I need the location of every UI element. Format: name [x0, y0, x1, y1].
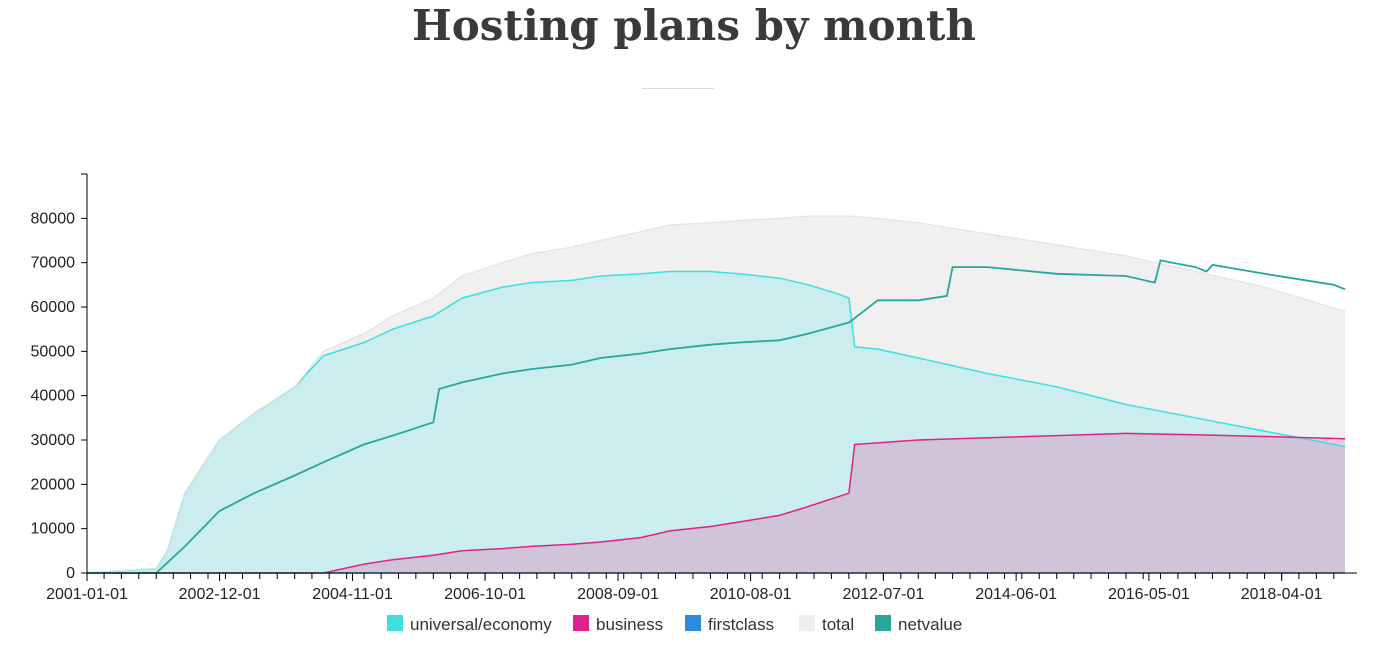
area-universal-economy: [87, 271, 1345, 573]
legend-label-universal-economy: universal/economy: [410, 615, 552, 634]
x-tick-label: 2016-05-01: [1108, 586, 1190, 603]
legend: universal/economy business firstclass total…: [387, 615, 962, 634]
title-divider: [642, 88, 714, 89]
y-tick-label: 50000: [31, 343, 76, 360]
x-tick-label: 2001-01-01: [46, 586, 128, 603]
y-tick-label: 0: [66, 565, 75, 582]
line-netvalue: [87, 259, 1346, 574]
legend-swatch-total: [799, 615, 815, 631]
y-tick-label: 70000: [31, 255, 76, 272]
x-tick-label: 2012-07-01: [842, 586, 924, 603]
y-tick-label: 20000: [31, 476, 76, 493]
x-tick-label: 2014-06-01: [975, 586, 1057, 603]
line-total: [86, 215, 1346, 574]
x-tick-label: 2010-08-01: [710, 586, 792, 603]
x-tick-label: 2006-10-01: [444, 586, 526, 603]
y-tick-label: 10000: [31, 521, 76, 538]
legend-swatch-netvalue: [875, 615, 891, 631]
y-tick-label: 80000: [31, 210, 76, 227]
y-tick-label: 60000: [31, 299, 76, 316]
legend-label-netvalue: netvalue: [898, 615, 962, 634]
line-business: [87, 432, 1346, 574]
legend-swatch-universal-economy: [387, 615, 403, 631]
x-tick-label: 2008-09-01: [577, 586, 659, 603]
legend-label-total: total: [822, 615, 854, 634]
x-tick-label: 2004-11-01: [312, 586, 393, 603]
area-total: [87, 216, 1345, 573]
legend-swatch-business: [573, 615, 589, 631]
series-areas: [87, 216, 1345, 573]
x-tick-label: 2002-12-01: [179, 586, 261, 603]
legend-label-firstclass: firstclass: [708, 615, 774, 634]
y-tick-label: 30000: [31, 432, 76, 449]
area-business: [87, 433, 1345, 573]
legend-label-business: business: [596, 615, 663, 634]
y-tick-label: 40000: [31, 388, 76, 405]
axes: 0 10000 20000 30000 40000 50000 60000 70000 8000…: [31, 173, 1357, 603]
legend-swatch-firstclass: [685, 615, 701, 631]
chart-title: Hosting plans by month: [412, 1, 976, 50]
x-tick-label: 2018-04-01: [1241, 586, 1323, 603]
